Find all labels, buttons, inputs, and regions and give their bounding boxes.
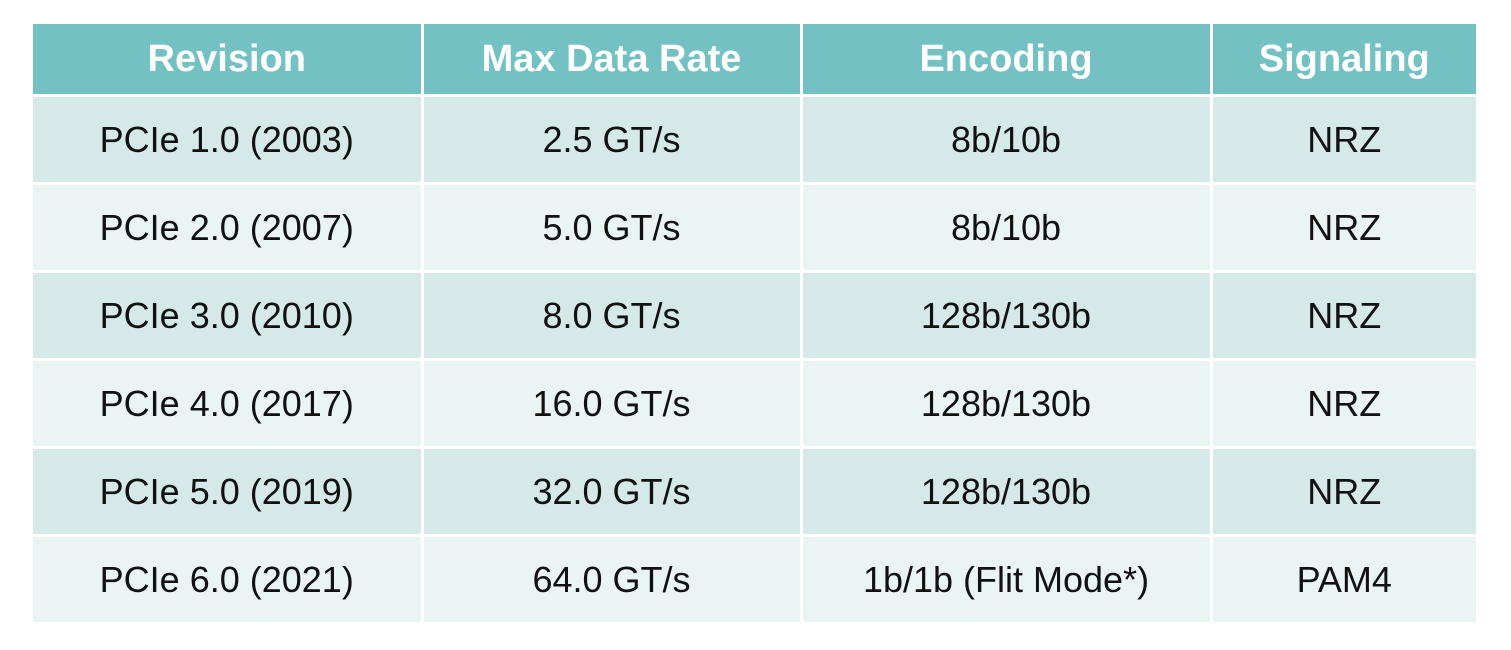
cell-signaling: NRZ [1209,446,1476,537]
cell-revision: PCIe 6.0 (2021) [33,534,424,622]
table-header: Revision Max Data Rate Encoding Signalin… [33,24,1476,97]
cell-encoding: 128b/130b [799,358,1213,449]
table-row: PCIe 6.0 (2021) 64.0 GT/s 1b/1b (Flit Mo… [33,534,1476,622]
pcie-revisions-table-container: Revision Max Data Rate Encoding Signalin… [33,24,1476,622]
cell-encoding: 128b/130b [799,446,1213,537]
cell-signaling: NRZ [1209,270,1476,361]
cell-revision: PCIe 3.0 (2010) [33,270,424,361]
header-max-data-rate: Max Data Rate [420,24,803,97]
cell-encoding: 8b/10b [799,182,1213,273]
cell-encoding: 1b/1b (Flit Mode*) [799,534,1213,622]
cell-max-data-rate: 5.0 GT/s [420,182,803,273]
cell-max-data-rate: 2.5 GT/s [420,94,803,185]
cell-max-data-rate: 32.0 GT/s [420,446,803,537]
header-row: Revision Max Data Rate Encoding Signalin… [33,24,1476,97]
table-row: PCIe 1.0 (2003) 2.5 GT/s 8b/10b NRZ [33,94,1476,185]
cell-signaling: NRZ [1209,358,1476,449]
cell-max-data-rate: 8.0 GT/s [420,270,803,361]
table-row: PCIe 4.0 (2017) 16.0 GT/s 128b/130b NRZ [33,358,1476,449]
table-row: PCIe 5.0 (2019) 32.0 GT/s 128b/130b NRZ [33,446,1476,537]
table-body: PCIe 1.0 (2003) 2.5 GT/s 8b/10b NRZ PCIe… [33,94,1476,622]
cell-revision: PCIe 2.0 (2007) [33,182,424,273]
cell-signaling: PAM4 [1209,534,1476,622]
header-signaling: Signaling [1209,24,1476,97]
cell-revision: PCIe 4.0 (2017) [33,358,424,449]
header-revision: Revision [33,24,424,97]
cell-encoding: 128b/130b [799,270,1213,361]
header-encoding: Encoding [799,24,1213,97]
table-row: PCIe 2.0 (2007) 5.0 GT/s 8b/10b NRZ [33,182,1476,273]
cell-signaling: NRZ [1209,94,1476,185]
cell-max-data-rate: 16.0 GT/s [420,358,803,449]
cell-revision: PCIe 5.0 (2019) [33,446,424,537]
cell-max-data-rate: 64.0 GT/s [420,534,803,622]
pcie-revisions-table: Revision Max Data Rate Encoding Signalin… [33,24,1476,622]
cell-encoding: 8b/10b [799,94,1213,185]
cell-signaling: NRZ [1209,182,1476,273]
table-row: PCIe 3.0 (2010) 8.0 GT/s 128b/130b NRZ [33,270,1476,361]
cell-revision: PCIe 1.0 (2003) [33,94,424,185]
